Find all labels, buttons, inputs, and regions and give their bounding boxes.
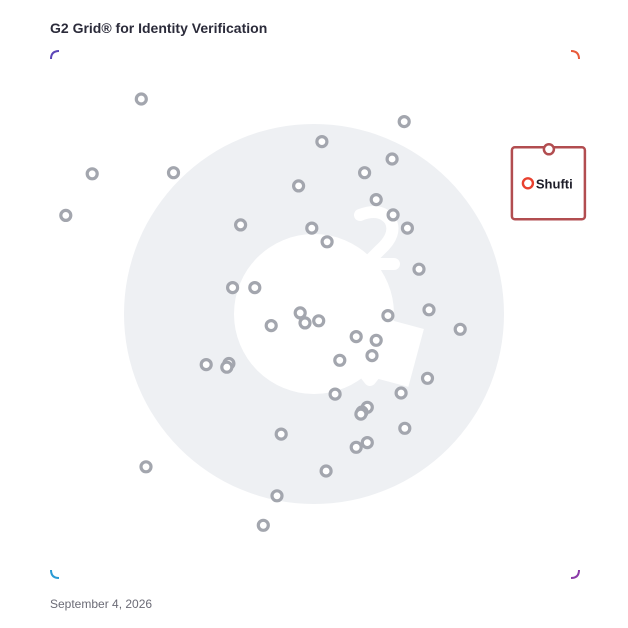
data-point-32[interactable] <box>220 360 234 374</box>
data-point-4[interactable] <box>85 167 99 181</box>
data-point-44[interactable] <box>319 464 333 478</box>
data-point-25[interactable] <box>453 322 467 336</box>
data-point-28[interactable] <box>365 349 379 363</box>
data-point-34[interactable] <box>394 386 408 400</box>
data-point-9[interactable] <box>59 208 73 222</box>
data-point-30[interactable] <box>199 358 213 372</box>
data-point-2[interactable] <box>397 114 411 129</box>
report-date: September 4, 2026 <box>50 597 153 611</box>
data-point-18[interactable] <box>248 281 262 295</box>
data-point-21[interactable] <box>293 306 307 320</box>
data-point-29[interactable] <box>333 353 347 367</box>
g2-watermark-logo <box>124 124 504 504</box>
data-point-17[interactable] <box>226 281 240 295</box>
data-point-13[interactable] <box>305 221 319 235</box>
data-point-19[interactable] <box>422 303 436 317</box>
data-point-43[interactable] <box>139 460 153 474</box>
data-point-7[interactable] <box>385 152 399 166</box>
data-point-45[interactable] <box>270 489 284 503</box>
data-point-23[interactable] <box>312 314 326 328</box>
data-point-35[interactable] <box>328 387 342 401</box>
data-point-20[interactable] <box>381 309 395 323</box>
data-point-27[interactable] <box>369 333 383 347</box>
data-point-24[interactable] <box>264 319 278 333</box>
data-point-46[interactable] <box>256 518 270 532</box>
data-point-12[interactable] <box>234 218 248 232</box>
data-point-3[interactable] <box>315 135 329 149</box>
data-point-39[interactable] <box>398 421 412 435</box>
data-point-42[interactable] <box>349 440 363 454</box>
data-point-8[interactable] <box>292 179 306 193</box>
data-point-6[interactable] <box>358 166 372 180</box>
data-point-40[interactable] <box>274 427 288 441</box>
data-point-41[interactable] <box>360 436 374 450</box>
data-point-38[interactable] <box>354 407 368 421</box>
data-point-22[interactable] <box>298 316 312 330</box>
data-point-1[interactable] <box>134 92 148 106</box>
data-point-16[interactable] <box>412 262 426 276</box>
chart-title: G2 Grid® for Identity Verification <box>50 20 268 36</box>
data-point-33[interactable] <box>420 371 435 385</box>
data-point-10[interactable] <box>369 193 383 207</box>
highlight-marker-shufti[interactable]: Shufti <box>510 143 587 221</box>
data-point-26[interactable] <box>349 330 363 344</box>
data-point-14[interactable] <box>320 235 334 249</box>
chart-frame <box>50 50 580 579</box>
shufti-logo-icon <box>521 177 535 190</box>
data-points <box>59 92 467 532</box>
shufti-label: Shufti <box>536 176 573 191</box>
data-point-11[interactable] <box>386 208 400 222</box>
highlight-dot <box>542 143 556 156</box>
data-point-5[interactable] <box>166 166 181 180</box>
data-point-15[interactable] <box>400 221 414 235</box>
